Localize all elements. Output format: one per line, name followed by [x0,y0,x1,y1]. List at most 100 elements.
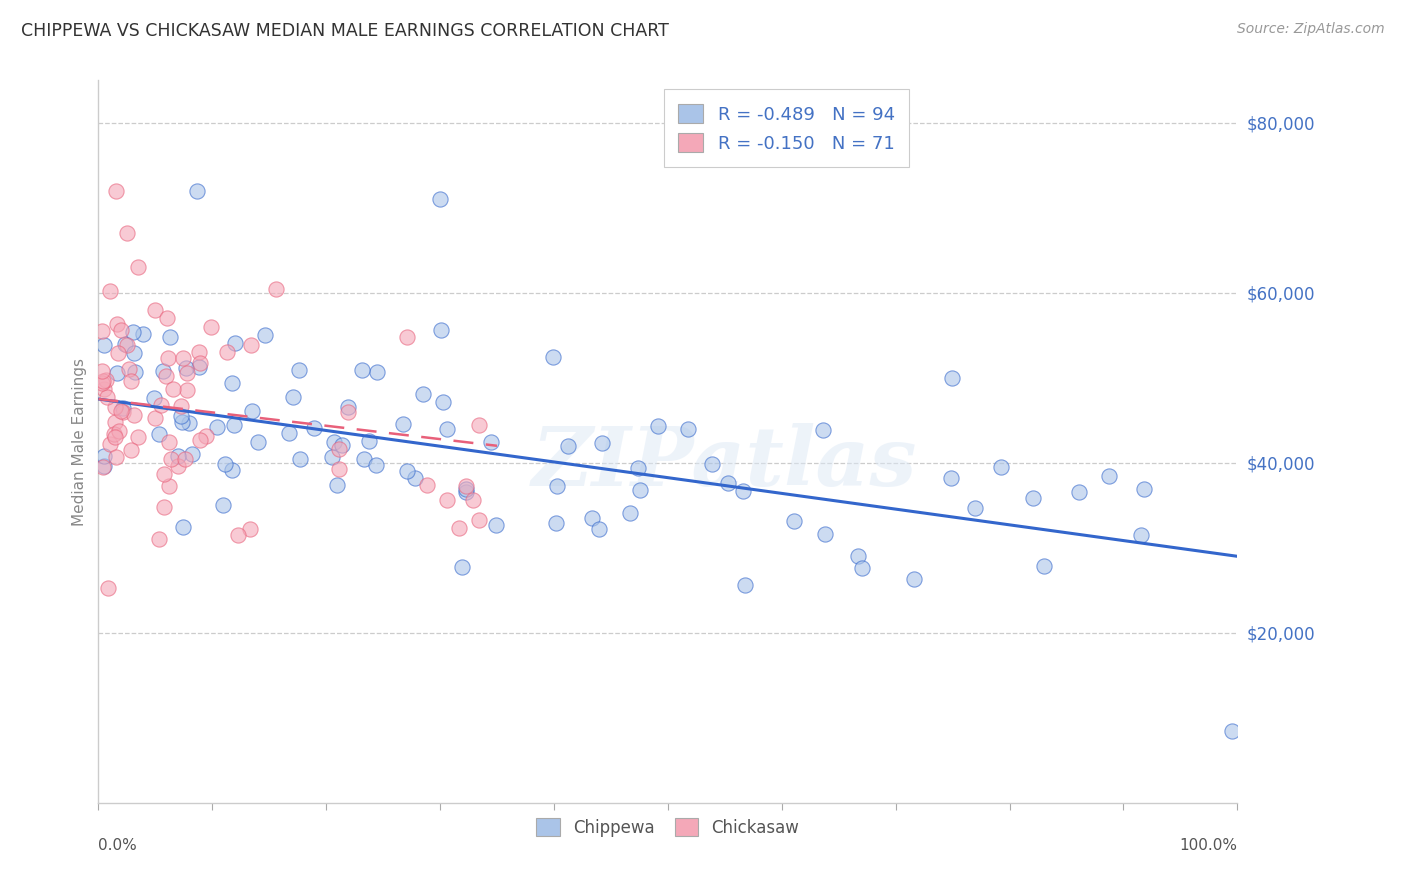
Point [541,350,564,364]
Point [321,450,343,464]
Point [782,514,804,528]
Point [239,522,262,536]
Point [104,400,127,414]
Point [188,359,211,374]
Text: Source: ZipAtlas.com: Source: ZipAtlas.com [1237,22,1385,37]
Point [170,409,193,423]
Point [200,320,222,334]
Point [97,581,120,595]
Point [93,460,115,475]
Point [591,435,613,450]
Text: CHIPPEWA VS CHICKASAW MEDIAN MALE EARNINGS CORRELATION CHART: CHIPPEWA VS CHICKASAW MEDIAN MALE EARNIN… [21,22,669,40]
Point [157,435,180,450]
Point [288,451,311,466]
Point [447,521,470,535]
Point [990,459,1012,474]
Point [1133,483,1156,497]
Point [456,479,478,493]
Point [432,395,454,409]
Point [468,418,491,433]
Point [359,434,381,449]
Point [214,457,236,471]
Point [436,422,458,436]
Point [485,518,508,533]
Text: 100.0%: 100.0% [1180,838,1237,853]
Point [1220,723,1243,738]
Point [336,405,359,419]
Point [676,422,699,436]
Point [277,425,299,440]
Y-axis label: Median Male Earnings: Median Male Earnings [72,358,87,525]
Point [323,435,346,450]
Point [717,476,740,491]
Point [941,471,963,485]
Point [330,438,353,452]
Point [114,337,136,351]
Point [1067,484,1090,499]
Point [167,449,190,463]
Point [98,437,121,451]
Point [430,323,453,337]
Point [903,572,925,586]
Point [90,364,112,378]
Point [157,479,180,493]
Point [450,560,472,574]
Point [288,363,311,377]
Point [122,346,145,360]
Point [619,506,641,520]
Point [98,285,121,299]
Point [148,427,170,442]
Point [176,383,198,397]
Point [194,429,217,443]
Point [94,373,117,387]
Point [468,513,491,527]
Point [186,184,208,198]
Point [112,404,135,418]
Point [217,345,239,359]
Point [90,376,112,390]
Point [93,458,115,473]
Point [253,328,276,343]
Point [461,493,484,508]
Point [846,549,869,563]
Point [187,345,209,359]
Point [152,467,174,481]
Point [814,527,837,541]
Point [115,227,138,241]
Text: 0.0%: 0.0% [98,838,138,853]
Point [1033,559,1056,574]
Point [157,351,180,365]
Point [628,483,651,497]
Point [160,451,183,466]
Point [404,471,426,485]
Point [110,404,132,418]
Point [90,324,112,338]
Point [156,311,179,326]
Point [143,391,166,405]
Point [221,376,243,390]
Point [145,411,167,425]
Point [127,430,149,444]
Point [188,356,211,370]
Point [153,500,176,514]
Point [941,371,963,385]
Point [127,260,149,275]
Point [96,390,118,404]
Point [412,386,434,401]
Point [121,325,143,339]
Point [122,408,145,422]
Point [107,367,129,381]
Point [167,459,190,474]
Point [224,418,246,433]
Point [174,452,197,467]
Point [396,330,419,344]
Point [395,464,418,478]
Point [170,416,193,430]
Point [159,330,181,344]
Point [544,516,567,530]
Point [851,561,873,575]
Point [145,302,167,317]
Point [328,442,350,456]
Point [91,374,114,388]
Point [105,318,128,332]
